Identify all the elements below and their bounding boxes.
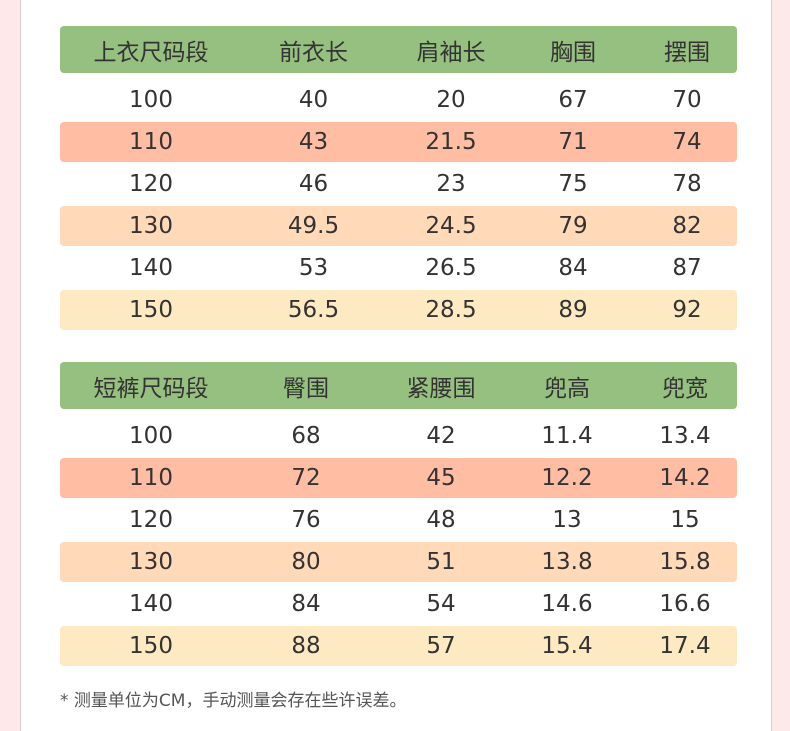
value-cell: 74 xyxy=(672,129,702,155)
value-cell: 23 xyxy=(436,171,466,197)
value-cell: 49.5 xyxy=(287,213,340,239)
value-cell: 67 xyxy=(558,87,588,113)
header-size-range: 短裤尺码段 xyxy=(93,375,209,402)
table-row: 120 46 23 75 78 xyxy=(60,164,737,204)
header-size-range: 上衣尺码段 xyxy=(93,39,209,66)
table-row: 130 80 51 13.8 15.8 xyxy=(60,542,737,582)
value-cell: 28.5 xyxy=(425,297,477,323)
value-cell: 75 xyxy=(558,171,588,197)
size-cell: 110 xyxy=(129,129,173,155)
value-cell: 20 xyxy=(436,87,466,113)
value-cell: 57 xyxy=(426,633,456,659)
value-cell: 48 xyxy=(426,507,456,533)
value-cell: 14.6 xyxy=(541,591,593,617)
value-cell: 24.5 xyxy=(425,213,477,239)
value-cell: 14.2 xyxy=(659,465,711,491)
value-cell: 13.8 xyxy=(541,549,593,575)
value-cell: 79 xyxy=(558,213,588,239)
table-header: 上衣尺码段 前衣长 肩袖长 胸围 摆围 xyxy=(60,26,737,73)
size-cell: 120 xyxy=(129,171,173,197)
header-hip: 臀围 xyxy=(283,375,329,402)
value-cell: 46 xyxy=(298,171,329,197)
value-cell: 43 xyxy=(298,129,329,155)
header-chest: 胸围 xyxy=(550,39,596,66)
table-row: 100 40 20 67 70 xyxy=(60,80,737,120)
size-cell: 140 xyxy=(129,255,173,281)
table-row: 110 72 45 12.2 14.2 xyxy=(60,458,737,498)
value-cell: 15 xyxy=(670,507,700,533)
size-cell: 130 xyxy=(129,549,173,575)
table-row: 110 43 21.5 71 74 xyxy=(60,122,737,162)
value-cell: 68 xyxy=(291,423,321,449)
size-cell: 110 xyxy=(129,465,173,491)
value-cell: 88 xyxy=(291,633,321,659)
size-cell: 140 xyxy=(129,591,173,617)
value-cell: 15.4 xyxy=(541,633,593,659)
value-cell: 16.6 xyxy=(659,591,711,617)
value-cell: 17.4 xyxy=(659,633,711,659)
value-cell: 45 xyxy=(426,465,456,491)
value-cell: 80 xyxy=(291,549,321,575)
size-cell: 100 xyxy=(129,423,173,449)
value-cell: 40 xyxy=(298,87,329,113)
value-cell: 53 xyxy=(298,255,329,281)
value-cell: 21.5 xyxy=(425,129,477,155)
header-pocket-height: 兜高 xyxy=(544,375,590,402)
value-cell: 78 xyxy=(672,171,702,197)
value-cell: 89 xyxy=(558,297,588,323)
value-cell: 92 xyxy=(672,297,702,323)
size-cell: 100 xyxy=(129,87,173,113)
value-cell: 71 xyxy=(558,129,588,155)
size-chart-card: 上衣尺码段 前衣长 肩袖长 胸围 摆围 100 40 20 67 70 110 … xyxy=(20,0,772,731)
top-size-table: 上衣尺码段 前衣长 肩袖长 胸围 摆围 100 40 20 67 70 110 … xyxy=(60,26,737,330)
table-header: 短裤尺码段 臀围 紧腰围 兜高 兜宽 xyxy=(60,362,737,409)
value-cell: 54 xyxy=(426,591,456,617)
size-cell: 150 xyxy=(129,297,173,323)
header-waist: 紧腰围 xyxy=(406,375,476,402)
value-cell: 72 xyxy=(291,465,321,491)
table-row: 150 56.5 28.5 89 92 xyxy=(60,290,737,330)
header-shoulder-sleeve-length: 肩袖长 xyxy=(416,39,486,66)
header-front-length: 前衣长 xyxy=(279,39,348,66)
table-row: 140 53 26.5 84 87 xyxy=(60,248,737,288)
value-cell: 51 xyxy=(426,549,456,575)
header-pocket-width: 兜宽 xyxy=(662,375,708,402)
value-cell: 15.8 xyxy=(659,549,711,575)
header-hem: 摆围 xyxy=(664,39,710,66)
value-cell: 70 xyxy=(672,87,702,113)
value-cell: 42 xyxy=(426,423,456,449)
size-cell: 150 xyxy=(129,633,173,659)
value-cell: 26.5 xyxy=(425,255,477,281)
table-row: 140 84 54 14.6 16.6 xyxy=(60,584,737,624)
value-cell: 76 xyxy=(291,507,321,533)
value-cell: 82 xyxy=(672,213,702,239)
size-cell: 120 xyxy=(129,507,173,533)
size-cell: 130 xyxy=(129,213,173,239)
table-row: 150 88 57 15.4 17.4 xyxy=(60,626,737,666)
value-cell: 13.4 xyxy=(659,423,711,449)
value-cell: 84 xyxy=(291,591,321,617)
value-cell: 87 xyxy=(672,255,702,281)
value-cell: 84 xyxy=(558,255,588,281)
shorts-size-table: 短裤尺码段 臀围 紧腰围 兜高 兜宽 100 68 42 11.4 13.4 1… xyxy=(60,362,737,666)
value-cell: 13 xyxy=(552,507,582,533)
value-cell: 11.4 xyxy=(541,423,593,449)
value-cell: 12.2 xyxy=(541,465,593,491)
table-row: 100 68 42 11.4 13.4 xyxy=(60,416,737,456)
measurement-note: * 测量单位为CM，手动测量会存在些许误差。 xyxy=(60,691,407,711)
value-cell: 56.5 xyxy=(287,297,340,323)
table-row: 120 76 48 13 15 xyxy=(60,500,737,540)
table-row: 130 49.5 24.5 79 82 xyxy=(60,206,737,246)
